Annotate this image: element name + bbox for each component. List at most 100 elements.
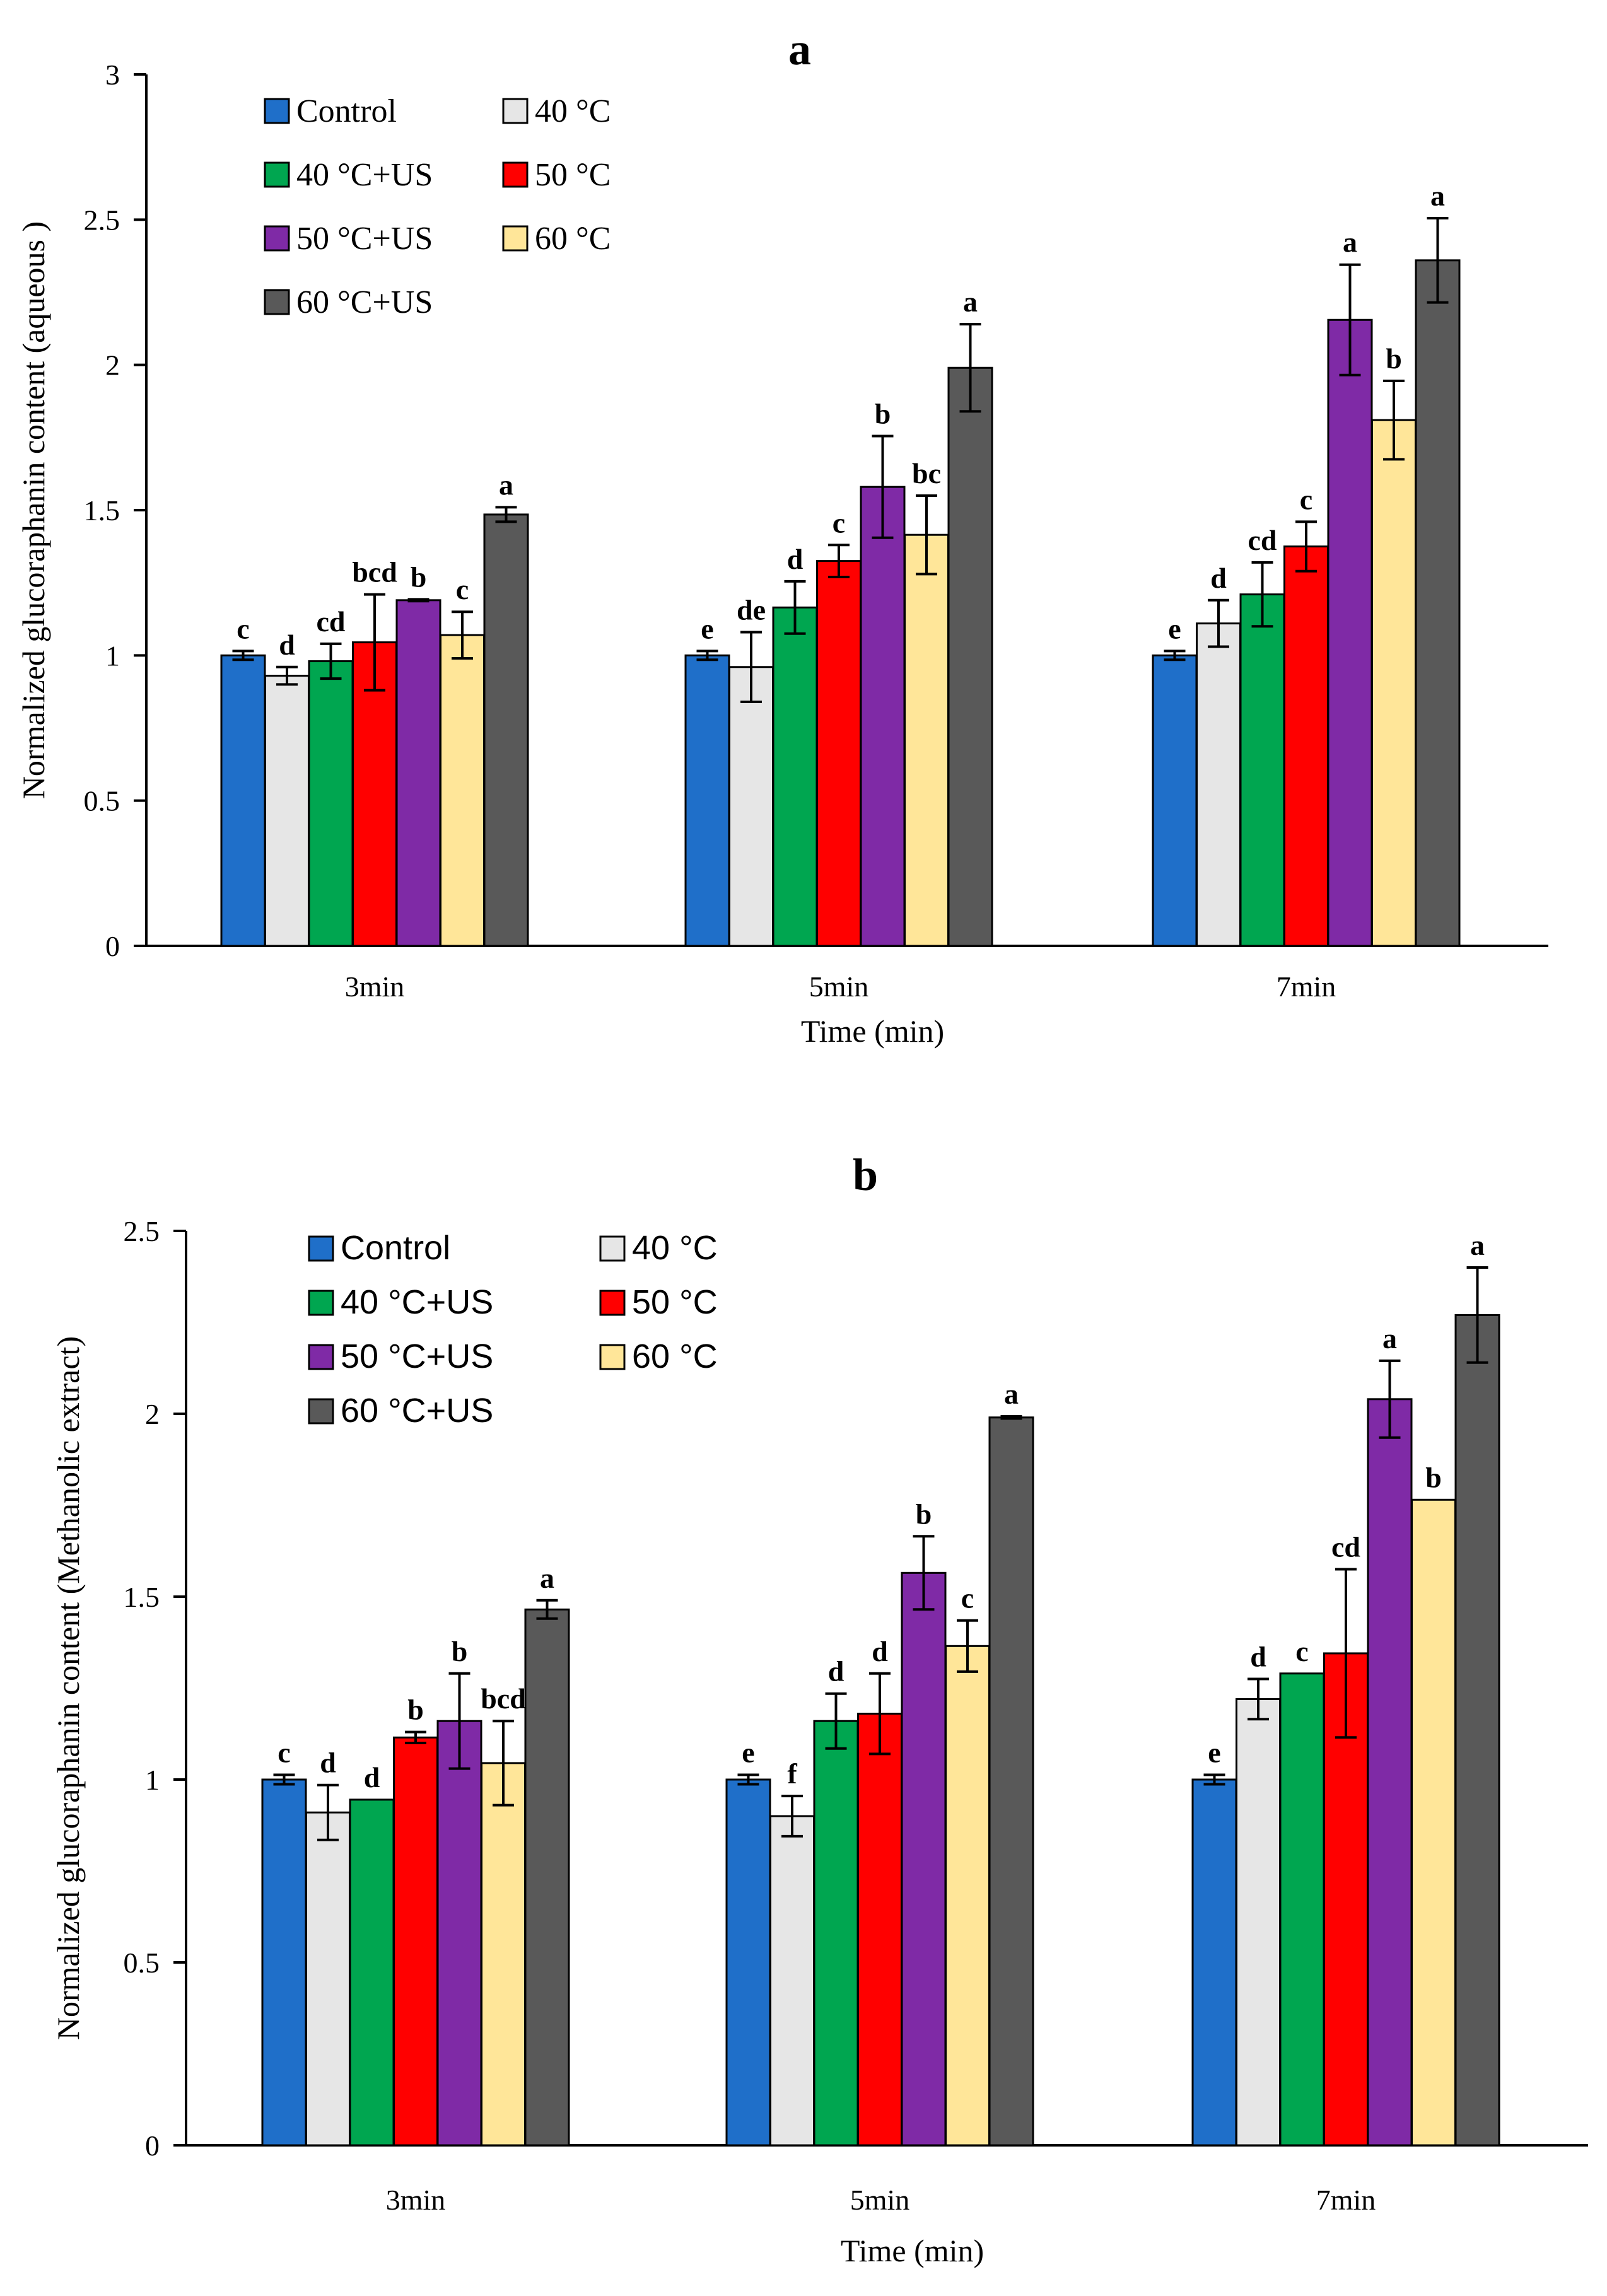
- bar-a-s0-c2: [1152, 654, 1198, 947]
- bar-b-s2-c1: [813, 1720, 859, 2147]
- bar-a-s2-c1: [772, 606, 818, 947]
- y-tick-label: 1.5: [124, 1581, 160, 1613]
- x-tick-label: 7min: [1277, 970, 1336, 1003]
- bar-a-s3-c2: [1283, 545, 1329, 947]
- bar-a-s4-c2: [1327, 318, 1373, 947]
- bar-a-s5-c1: [904, 533, 949, 947]
- x-tick-label: 5min: [809, 970, 869, 1003]
- legend-swatch: [264, 289, 290, 315]
- significance-label: cd: [317, 605, 346, 638]
- bar-a-s2-c2: [1239, 593, 1285, 947]
- legend-swatch: [599, 1290, 626, 1316]
- significance-label: c: [278, 1736, 290, 1768]
- chart-title-a: a: [788, 24, 811, 74]
- significance-label: d: [872, 1635, 888, 1667]
- significance-label: cd: [1248, 524, 1277, 556]
- bar-b-s1-c2: [1236, 1698, 1281, 2147]
- significance-label: a: [540, 1562, 554, 1594]
- legend-label: 50 °C: [632, 1283, 718, 1321]
- significance-label: d: [787, 543, 804, 575]
- y-tick-label: 2.5: [84, 204, 120, 236]
- bar-a-s3-c1: [816, 560, 862, 947]
- legend-label: 40 °C+US: [341, 1283, 493, 1321]
- significance-label: a: [1004, 1378, 1019, 1410]
- significance-label: b: [1425, 1461, 1442, 1493]
- y-tick-label: 1: [145, 1764, 160, 1796]
- bar-a-s6-c1: [947, 366, 993, 947]
- legend-swatch: [502, 98, 529, 124]
- significance-label: e: [1208, 1736, 1220, 1768]
- significance-label: b: [875, 398, 891, 430]
- significance-label: c: [237, 612, 249, 644]
- legend-label: Control: [296, 93, 397, 129]
- bar-b-s1-c1: [769, 1815, 815, 2147]
- y-tick-label: 0: [105, 930, 120, 962]
- significance-label: d: [1210, 562, 1227, 594]
- legend-label: 60 °C: [535, 221, 611, 257]
- x-tick-label: 3min: [345, 970, 405, 1003]
- y-tick-label: 0.5: [124, 1947, 160, 1979]
- legend-swatch: [264, 225, 290, 252]
- y-tick-label: 1: [105, 639, 120, 672]
- significance-label: d: [364, 1761, 380, 1793]
- significance-label: a: [1430, 180, 1445, 212]
- legend-label: Control: [341, 1229, 450, 1267]
- y-tick-label: 2: [145, 1398, 160, 1430]
- significance-label: cd: [1331, 1531, 1360, 1563]
- bar-b-s5-c1: [945, 1645, 990, 2147]
- significance-label: b: [1386, 342, 1402, 375]
- significance-label: b: [411, 561, 427, 593]
- significance-label: bcd: [352, 556, 397, 588]
- y-axis-title-b: Normalized glucoraphanin content (Methan…: [50, 1336, 86, 2040]
- significance-label: e: [701, 612, 713, 644]
- x-axis-title-b: Time (min): [841, 2233, 984, 2268]
- bar-a-s2-c0: [308, 660, 354, 947]
- y-tick-label: 0: [145, 2130, 160, 2162]
- legend-swatch: [264, 98, 290, 124]
- significance-label: a: [963, 286, 978, 318]
- legend-label: 40 °C: [535, 93, 611, 129]
- bar-a-s1-c1: [728, 666, 774, 947]
- legend-swatch: [308, 1344, 334, 1370]
- bar-b-s0-c2: [1191, 1778, 1237, 2147]
- bar-b-s6-c1: [988, 1416, 1034, 2147]
- bar-b-s6-c2: [1454, 1314, 1500, 2147]
- bar-b-s4-c2: [1367, 1398, 1413, 2147]
- bar-b-s6-c0: [524, 1608, 570, 2147]
- bar-b-s5-c2: [1411, 1498, 1456, 2147]
- x-tick-label: 3min: [386, 2184, 446, 2216]
- significance-label: d: [320, 1747, 336, 1779]
- y-tick-label: 1.5: [84, 494, 120, 527]
- significance-label: f: [787, 1757, 797, 1790]
- legend-swatch: [502, 225, 529, 252]
- significance-label: c: [1300, 483, 1312, 515]
- bar-a-s4-c0: [395, 599, 441, 947]
- legend-label: 60 °C+US: [341, 1392, 493, 1430]
- legend-label: 50 °C: [535, 157, 611, 193]
- significance-label: c: [961, 1582, 974, 1614]
- significance-label: de: [737, 593, 766, 626]
- significance-label: b: [407, 1694, 424, 1726]
- legend-label: 50 °C+US: [296, 221, 433, 257]
- y-tick-label: 0.5: [84, 785, 120, 817]
- chart-panel-b: b 0 0.5 1 1.5 2 2.5 3min 5min 7min Time (min) Norma…: [50, 1150, 1588, 2268]
- y-tick-label: 3: [105, 59, 120, 91]
- y-axis-title-a: Normalized glucoraphanin content (aqueou…: [16, 221, 51, 799]
- x-tick-label: 7min: [1316, 2184, 1376, 2216]
- significance-label: c: [456, 573, 469, 605]
- bar-a-s0-c1: [684, 654, 730, 947]
- bar-b-s4-c0: [436, 1720, 482, 2147]
- significance-label: bcd: [481, 1682, 526, 1715]
- bar-a-s5-c2: [1371, 419, 1417, 947]
- legend-swatch: [502, 161, 529, 188]
- bar-a-s1-c2: [1196, 622, 1241, 947]
- legend-swatch: [599, 1344, 626, 1370]
- y-tick-label: 2.5: [124, 1215, 160, 1247]
- significance-label: a: [499, 469, 513, 501]
- significance-label: d: [828, 1655, 844, 1687]
- significance-label: a: [1470, 1229, 1485, 1261]
- legend-swatch: [308, 1398, 334, 1425]
- bar-b-s2-c2: [1279, 1672, 1325, 2147]
- legend-swatch: [308, 1290, 334, 1316]
- bar-a-s1-c0: [264, 675, 310, 947]
